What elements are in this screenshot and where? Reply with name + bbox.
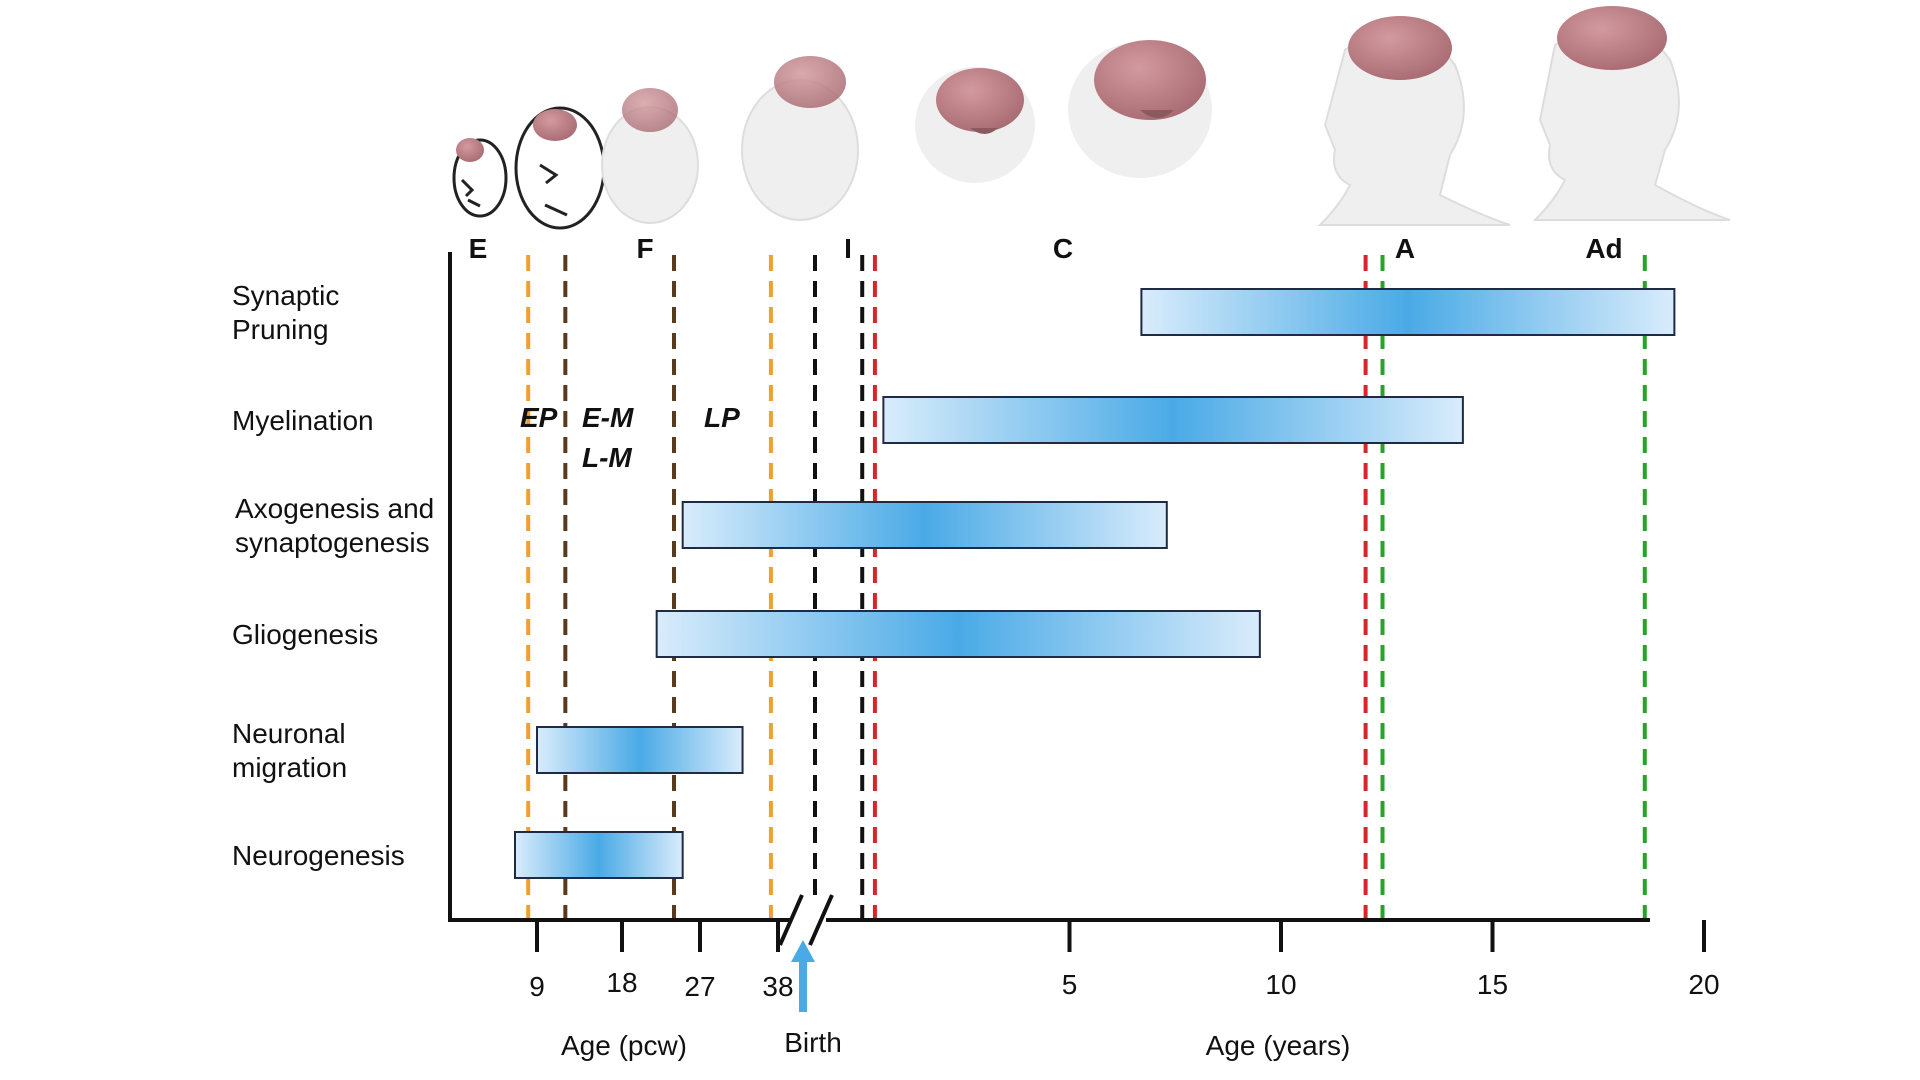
adult-head-illustration [1532,6,1731,221]
x-tick-label: 20 [1688,969,1719,1000]
x-tick-label: 15 [1477,969,1508,1000]
phase-label: L-M [582,442,632,473]
axis-break [778,894,834,946]
x-axis-title-years: Age (years) [1206,1030,1351,1061]
stage-label: E [469,233,488,264]
early-fetus-illustration [514,106,606,230]
bar-neurogenesis [514,831,684,879]
phase-label: E-M [582,402,634,433]
embryo-illustration [452,138,508,218]
bar-myelination [882,396,1464,444]
phase-label: LP [704,402,740,433]
stage-labels: E F I C A Ad [469,233,1623,264]
x-tick-label: 9 [529,971,545,1002]
category-label: Neurogenesis [232,840,405,871]
x-axis-title-pcw: Age (pcw) [561,1030,687,1061]
stage-boundaries [526,255,1647,918]
category-label: migration [232,752,347,783]
late-fetus-illustration [741,56,859,221]
phase-labels: EP E-M L-M LP [520,402,740,473]
bar-synaptic-pruning [1140,288,1676,336]
category-label: Neuronal [232,718,346,749]
category-label: Gliogenesis [232,619,378,650]
x-tick-label: 18 [606,967,637,998]
x-tick-label: 10 [1265,969,1296,1000]
bar-axogenesis-and-synaptogenesis [681,501,1168,549]
mid-fetus-illustration [601,88,699,224]
category-label: Axogenesis and [235,493,434,524]
infant-head-illustration [915,67,1035,183]
birth-arrow-icon [791,940,815,1012]
phase-label: EP [520,402,558,433]
category-label: Synaptic [232,280,339,311]
stage-label: Ad [1585,233,1622,264]
category-label: synaptogenesis [235,527,430,558]
x-tick-label: 38 [762,971,793,1002]
stage-label: A [1395,233,1415,264]
stage-label: C [1053,233,1073,264]
birth-label: Birth [784,1027,842,1058]
x-tick-label: 5 [1062,969,1078,1000]
adolescent-head-illustration [1317,16,1511,226]
stage-label: F [636,233,653,264]
stage-label: I [844,233,852,264]
bars [514,288,1676,879]
category-label: Pruning [232,314,329,345]
child-head-illustration [1068,40,1212,178]
category-label: Myelination [232,405,374,436]
x-tick-label: 27 [684,971,715,1002]
bar-neuronal-migration [536,726,744,774]
x-ticks: 9 18 27 38 5 10 15 20 [529,920,1720,1002]
bar-gliogenesis [655,610,1261,658]
